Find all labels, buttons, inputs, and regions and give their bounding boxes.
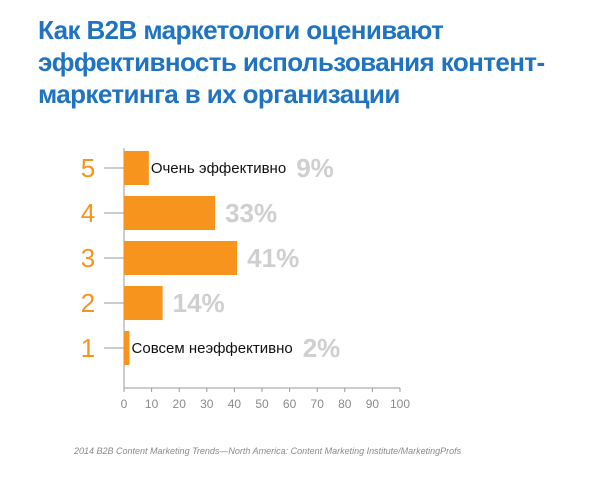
bar (124, 241, 238, 275)
bar (124, 196, 216, 230)
source-note: 2014 B2B Content Marketing Trends—North … (74, 446, 462, 456)
value-label: 9% (296, 153, 334, 183)
bar-annotation: Очень эффективно (151, 160, 286, 177)
x-tick-label: 40 (228, 397, 242, 411)
level-label: 3 (81, 243, 95, 273)
value-label: 2% (303, 333, 341, 363)
x-tick-label: 10 (145, 397, 159, 411)
x-tick-label: 50 (255, 397, 269, 411)
x-tick-label: 80 (338, 397, 352, 411)
x-tick-label: 100 (390, 397, 410, 411)
level-label: 2 (81, 288, 95, 318)
x-tick-label: 0 (121, 397, 128, 411)
level-label: 5 (81, 153, 95, 183)
chart-title: Как B2B маркетологи оценивают эффективно… (38, 15, 545, 109)
x-tick-label: 70 (311, 397, 325, 411)
value-label: 33% (225, 198, 277, 228)
bar-annotation: Совсем неэффективно (132, 340, 293, 357)
bar (124, 151, 149, 185)
x-tick-label: 20 (173, 397, 187, 411)
bar (124, 286, 163, 320)
level-label: 1 (81, 333, 95, 363)
bar (124, 331, 130, 365)
value-label: 14% (173, 288, 225, 318)
level-label: 4 (81, 198, 95, 228)
x-tick-label: 30 (200, 397, 214, 411)
x-tick-label: 90 (366, 397, 380, 411)
value-label: 41% (247, 243, 299, 273)
x-tick-label: 60 (283, 397, 297, 411)
